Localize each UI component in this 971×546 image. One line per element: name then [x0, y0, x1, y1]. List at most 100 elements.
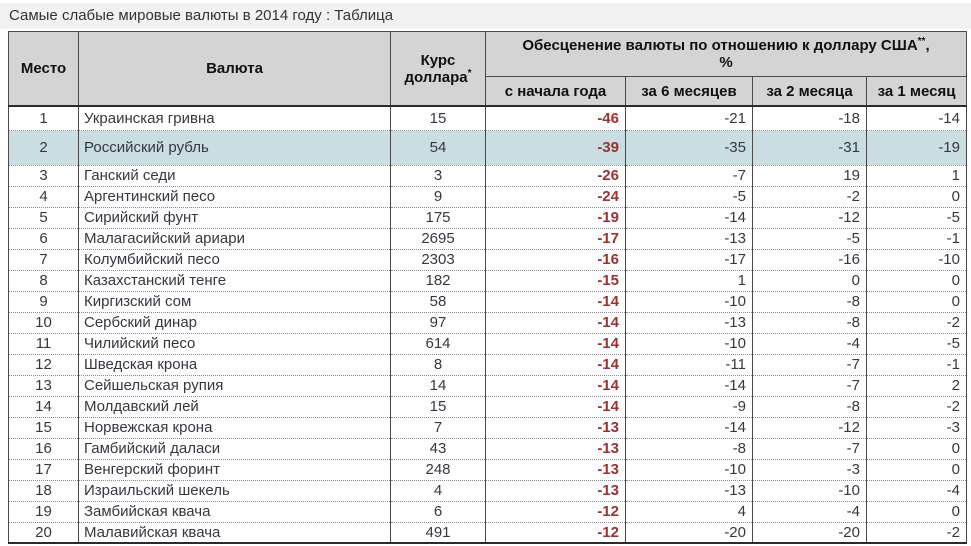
rate-cell: 14 — [390, 375, 486, 397]
rate-cell: 2303 — [390, 249, 486, 271]
ytd-cell: -12 — [485, 501, 626, 523]
currency-cell: Замбийская квача — [78, 501, 391, 523]
m2-cell: -8 — [752, 291, 867, 313]
footnote-marker-single: * — [467, 67, 472, 79]
m2-cell: 0 — [752, 270, 867, 292]
table-body: 1 Украинская гривна 15 -46 -21 -18 -14 2 Российс… — [8, 106, 967, 544]
m2-cell: -16 — [752, 249, 867, 271]
place-cell: 5 — [8, 207, 79, 229]
table-row: 11 Чилийский песо 614 -14 -10 -4 -5 — [8, 333, 967, 355]
m2-cell: -3 — [752, 459, 867, 481]
ytd-cell: -26 — [485, 165, 626, 187]
header-dollar-rate-label: Курс доллара — [404, 51, 468, 86]
table-header: Место Валюта Курс доллара* Обесценение в… — [8, 31, 967, 107]
table-row: 14 Молдавский лей 15 -14 -9 -8 -2 — [8, 396, 967, 418]
m1-cell: 0 — [866, 501, 967, 523]
ytd-cell: -14 — [485, 375, 626, 397]
m2-cell: -7 — [752, 375, 867, 397]
place-cell: 3 — [8, 165, 79, 187]
ytd-cell: -24 — [485, 186, 626, 208]
rate-cell: 491 — [390, 522, 486, 544]
currency-cell: Киргизский сом — [78, 291, 391, 313]
rate-cell: 4 — [390, 480, 486, 502]
place-cell: 11 — [8, 333, 79, 355]
m6-cell: 1 — [625, 270, 753, 292]
m6-cell: -5 — [625, 186, 753, 208]
table-row: 17 Венгерский форинт 248 -13 -10 -3 0 — [8, 459, 967, 481]
m6-cell: -14 — [625, 417, 753, 439]
m6-cell: -9 — [625, 396, 753, 418]
m1-cell: -2 — [866, 522, 967, 544]
place-cell: 8 — [8, 270, 79, 292]
m2-cell: -4 — [752, 501, 867, 523]
rate-cell: 175 — [390, 207, 486, 229]
table-row: 6 Малагасийский ариари 2695 -17 -13 -5 -1 — [8, 228, 967, 250]
ytd-cell: -15 — [485, 270, 626, 292]
place-cell: 6 — [8, 228, 79, 250]
m2-cell: -7 — [752, 354, 867, 376]
currency-cell: Венгерский форинт — [78, 459, 391, 481]
m2-cell: -2 — [752, 186, 867, 208]
m6-cell: -14 — [625, 207, 753, 229]
currency-cell: Украинская гривна — [78, 106, 391, 131]
rate-cell: 43 — [390, 438, 486, 460]
currency-cell: Ганский седи — [78, 165, 391, 187]
table-row: 13 Сейшельская рупия 14 -14 -14 -7 2 — [8, 375, 967, 397]
ytd-cell: -14 — [485, 354, 626, 376]
page-title: Самые слабые мировые валюты в 2014 году … — [0, 3, 971, 29]
m1-cell: 0 — [866, 291, 967, 313]
rate-cell: 15 — [390, 396, 486, 418]
place-cell: 1 — [8, 106, 79, 131]
ytd-cell: -46 — [485, 106, 626, 131]
table-row: 9 Киргизский сом 58 -14 -10 -8 0 — [8, 291, 967, 313]
rate-cell: 15 — [390, 106, 486, 131]
table-row: 20 Малавийская квача 491 -12 -20 -20 -2 — [8, 522, 967, 544]
place-cell: 20 — [8, 522, 79, 544]
place-cell: 18 — [8, 480, 79, 502]
m2-cell: -18 — [752, 106, 867, 131]
m6-cell: -17 — [625, 249, 753, 271]
currency-cell: Аргентинский песо — [78, 186, 391, 208]
m1-cell: -1 — [866, 354, 967, 376]
currency-cell: Сирийский фунт — [78, 207, 391, 229]
ytd-cell: -13 — [485, 459, 626, 481]
table-row: 19 Замбийская квача 6 -12 4 -4 0 — [8, 501, 967, 523]
m6-cell: -13 — [625, 480, 753, 502]
m1-cell: 0 — [866, 270, 967, 292]
header-place: Место — [8, 31, 79, 107]
table-row: 3 Ганский седи 3 -26 -7 19 1 — [8, 165, 967, 187]
currency-cell: Сейшельская рупия — [78, 375, 391, 397]
m1-cell: 0 — [866, 186, 967, 208]
m6-cell: -10 — [625, 333, 753, 355]
m6-cell: 4 — [625, 501, 753, 523]
table-row: 16 Гамбийский даласи 43 -13 -8 -7 0 — [8, 438, 967, 460]
ytd-cell: -14 — [485, 291, 626, 313]
m1-cell: 1 — [866, 165, 967, 187]
m1-cell: -19 — [866, 130, 967, 166]
header-depreciation-label: Обесценение валюты по отношению к доллар… — [522, 37, 918, 54]
m2-cell: -4 — [752, 333, 867, 355]
table-row: 18 Израильский шекель 4 -13 -13 -10 -4 — [8, 480, 967, 502]
currency-table: Место Валюта Курс доллара* Обесценение в… — [8, 31, 967, 544]
place-cell: 7 — [8, 249, 79, 271]
m6-cell: -10 — [625, 459, 753, 481]
header-since-year-start: с начала года — [485, 76, 626, 107]
ytd-cell: -17 — [485, 228, 626, 250]
rate-cell: 97 — [390, 312, 486, 334]
ytd-cell: -13 — [485, 417, 626, 439]
table-row: 8 Казахстанский тенге 182 -15 1 0 0 — [8, 270, 967, 292]
m2-cell: -5 — [752, 228, 867, 250]
place-cell: 4 — [8, 186, 79, 208]
m1-cell: -1 — [866, 228, 967, 250]
m2-cell: -7 — [752, 438, 867, 460]
header-2-months: за 2 месяца — [752, 76, 867, 107]
m6-cell: -14 — [625, 375, 753, 397]
rate-cell: 9 — [390, 186, 486, 208]
m1-cell: -4 — [866, 480, 967, 502]
m6-cell: -8 — [625, 438, 753, 460]
table-row: 15 Норвежская крона 7 -13 -14 -12 -3 — [8, 417, 967, 439]
header-depreciation-group: Обесценение валюты по отношению к доллар… — [485, 31, 967, 77]
m6-cell: -35 — [625, 130, 753, 166]
ytd-cell: -12 — [485, 522, 626, 544]
table-row: 1 Украинская гривна 15 -46 -21 -18 -14 — [8, 106, 967, 131]
